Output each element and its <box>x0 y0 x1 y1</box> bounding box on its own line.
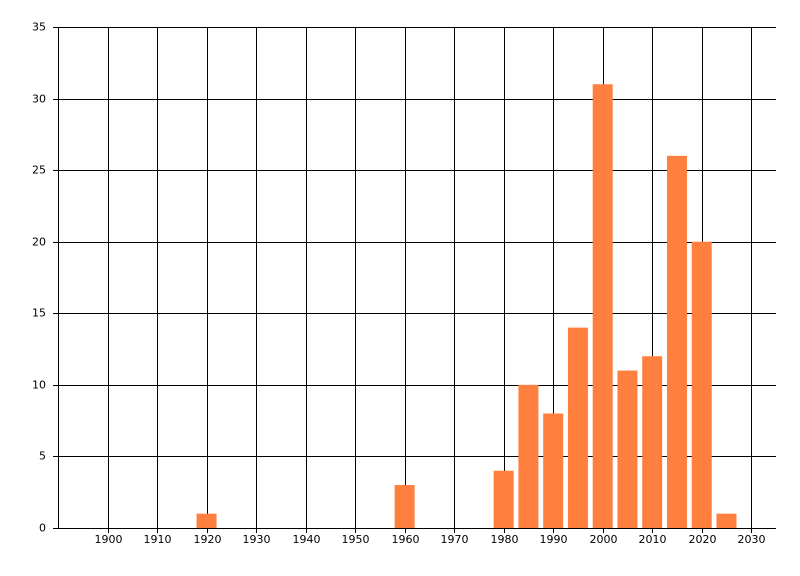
x-tick-label: 1950 <box>342 533 370 546</box>
x-tick-label: 2010 <box>639 533 667 546</box>
x-tick-label: 1910 <box>144 533 172 546</box>
bar <box>691 241 712 528</box>
y-tick-label: 25 <box>32 164 46 177</box>
bar <box>196 513 217 528</box>
bar <box>543 413 564 528</box>
bar <box>518 384 539 528</box>
x-tick-label: 1970 <box>441 533 469 546</box>
x-tick-label: 2020 <box>689 533 717 546</box>
x-tick-label: 1900 <box>95 533 123 546</box>
y-tick-label: 20 <box>32 236 46 249</box>
x-tick-label: 1990 <box>540 533 568 546</box>
x-tick-label: 1960 <box>392 533 420 546</box>
bar <box>642 356 663 528</box>
bar <box>716 513 737 528</box>
x-tick-label: 1930 <box>243 533 271 546</box>
x-tick-label: 1980 <box>491 533 519 546</box>
x-tick-label: 2000 <box>590 533 618 546</box>
x-tick-label: 1920 <box>194 533 222 546</box>
bar <box>493 470 514 528</box>
x-tick-label: 2030 <box>738 533 766 546</box>
y-tick-label: 0 <box>39 522 46 535</box>
y-tick-label: 35 <box>32 21 46 34</box>
bar <box>567 327 588 528</box>
y-tick-label: 5 <box>39 450 46 463</box>
bar <box>592 84 613 528</box>
bar <box>666 155 687 529</box>
y-tick-label: 15 <box>32 307 46 320</box>
y-tick-label: 10 <box>32 379 46 392</box>
bar <box>394 485 415 528</box>
y-tick-label: 30 <box>32 93 46 106</box>
bar <box>617 370 638 528</box>
x-tick-label: 1940 <box>293 533 321 546</box>
